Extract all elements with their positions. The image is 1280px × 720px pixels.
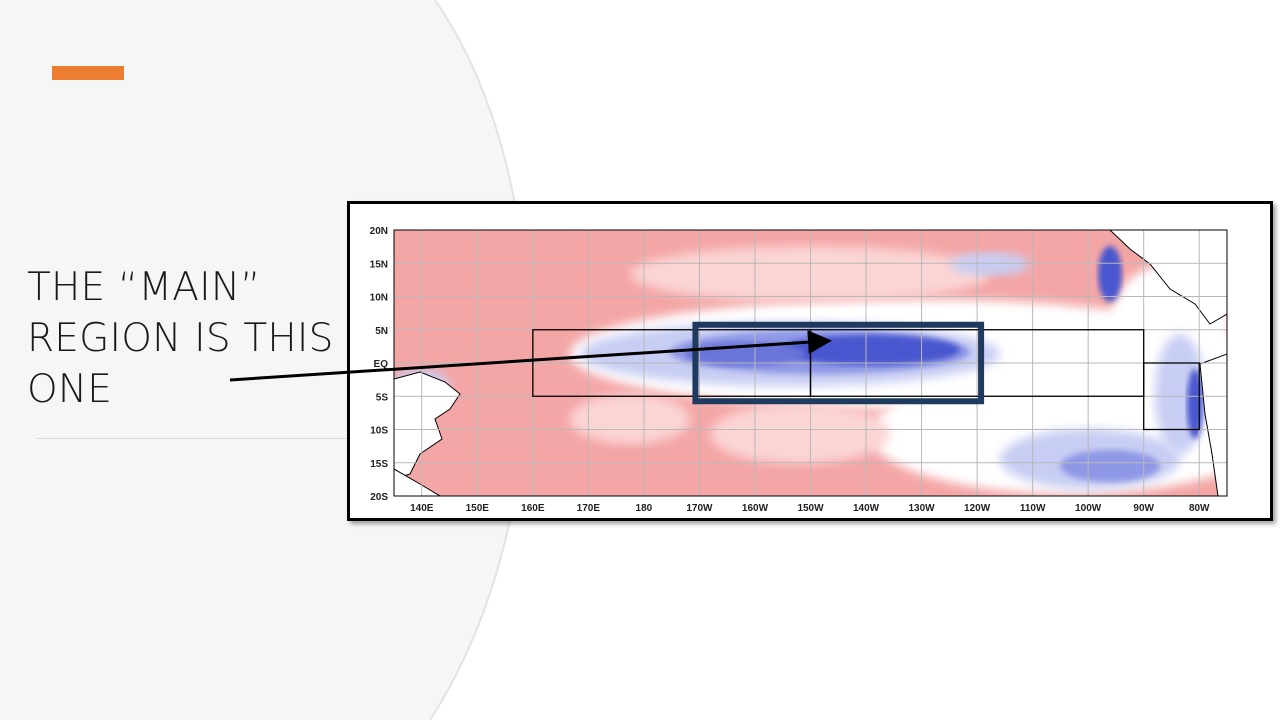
landmasses bbox=[394, 230, 1227, 496]
latitude-label: 5S bbox=[376, 392, 389, 403]
longitude-label: 100W bbox=[1075, 503, 1102, 514]
anomaly-patch bbox=[1187, 369, 1203, 439]
callout-line-2: REGION IS THIS bbox=[27, 316, 334, 361]
longitude-label: 150E bbox=[466, 503, 490, 514]
anomaly-patch bbox=[780, 335, 960, 365]
anomaly-patch bbox=[950, 252, 1030, 276]
anomaly-patch bbox=[710, 404, 890, 464]
longitude-label: 120W bbox=[964, 503, 991, 514]
map-canvas: 20N 15N 10N 5N EQ 5S 10S 15S 20S 140E 150E 160E 170… bbox=[370, 226, 1228, 514]
latitude-label: 10S bbox=[370, 426, 388, 437]
latitude-label: 15N bbox=[370, 259, 388, 270]
longitude-label: 160E bbox=[521, 503, 545, 514]
longitude-label: 140W bbox=[853, 503, 880, 514]
longitude-label: 150W bbox=[797, 503, 824, 514]
longitude-labels: 140E 150E 160E 170E 180 170W 160W 150W 140W 130W 1… bbox=[410, 503, 1210, 514]
latitude-label: 5N bbox=[375, 326, 388, 337]
longitude-label: 130W bbox=[909, 503, 936, 514]
anomaly-patch bbox=[570, 394, 690, 444]
callout-line-1: THE “MAIN” bbox=[27, 265, 261, 310]
sst-anomaly-map: 20N 15N 10N 5N EQ 5S 10S 15S 20S 140E 150E 160E 170… bbox=[347, 201, 1273, 521]
south-america-landmass bbox=[1199, 353, 1227, 496]
longitude-label: 90W bbox=[1133, 503, 1154, 514]
nino-region-box bbox=[1143, 362, 1200, 431]
callout-line-3: ONE bbox=[27, 367, 113, 412]
anomaly-patch bbox=[1098, 246, 1122, 302]
longitude-label: 140E bbox=[410, 503, 434, 514]
longitude-label: 170E bbox=[577, 503, 601, 514]
longitude-label: 160W bbox=[742, 503, 769, 514]
title-accent-bar bbox=[52, 66, 124, 80]
longitude-label: 110W bbox=[1020, 503, 1046, 514]
divider-line bbox=[36, 438, 356, 439]
longitude-label: 80W bbox=[1189, 503, 1210, 514]
anomaly-patch bbox=[1060, 450, 1160, 482]
anomaly-patch bbox=[685, 342, 805, 366]
longitude-label: 170W bbox=[686, 503, 713, 514]
central-america-landmass bbox=[1109, 230, 1227, 325]
latitude-label: 20S bbox=[370, 492, 388, 503]
latitude-label: EQ bbox=[374, 359, 389, 370]
latitude-label: 15S bbox=[370, 459, 388, 470]
latitude-label: 20N bbox=[370, 226, 388, 237]
callout-text: THE “MAIN” REGION IS THIS ONE bbox=[27, 262, 357, 415]
longitude-label: 180 bbox=[636, 503, 653, 514]
latitude-label: 10N bbox=[370, 293, 388, 304]
latitude-labels: 20N 15N 10N 5N EQ 5S 10S 15S 20S bbox=[370, 226, 389, 503]
australia-landmass bbox=[394, 468, 441, 496]
